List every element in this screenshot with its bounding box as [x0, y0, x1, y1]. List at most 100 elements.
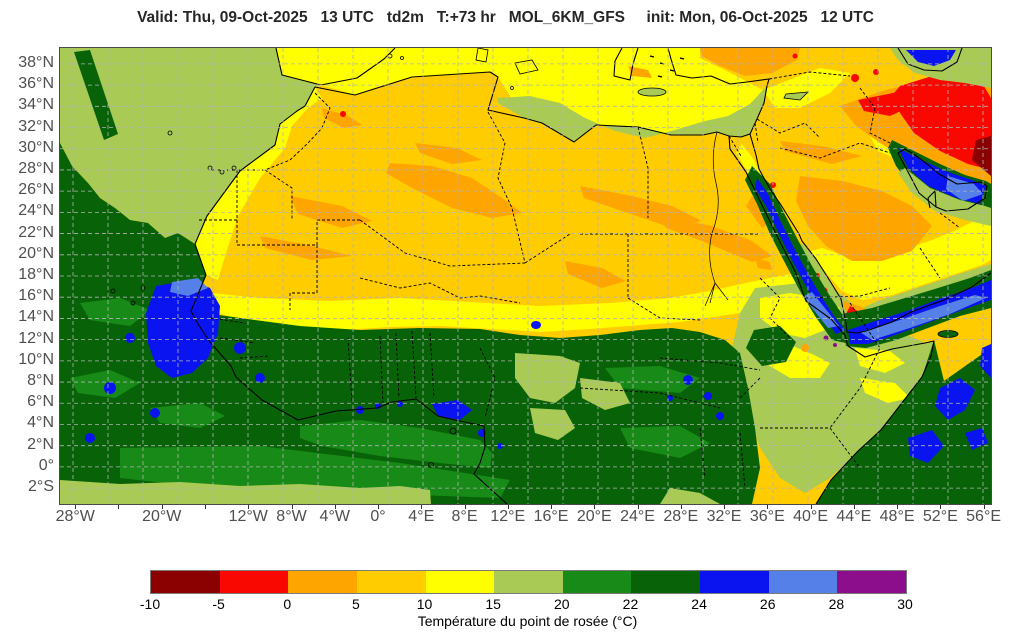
lat-label: 28°N	[18, 159, 54, 177]
colorbar-tick-label: 24	[691, 596, 707, 612]
lat-label: 20°N	[18, 244, 54, 262]
colorbar-caption: Température du point de rosée (°C)	[417, 613, 638, 629]
arabia-orange-core	[796, 176, 932, 261]
lon-label: 40°E	[793, 508, 828, 525]
lon-label: 12°E	[490, 508, 526, 525]
axis-tick	[594, 505, 596, 509]
colorbar-tick-label: 20	[554, 596, 570, 612]
niger-delta-blue	[432, 400, 472, 420]
axis-tick	[118, 505, 120, 509]
lat-label: 14°N	[18, 308, 54, 326]
colorbar-segment	[494, 571, 563, 593]
axis-tick	[680, 505, 682, 509]
atlantic-strip-darkgreen	[74, 50, 118, 140]
greece-coast	[613, 48, 639, 81]
lat-label: 18°N	[18, 266, 54, 283]
lat-label: 12°N	[18, 329, 54, 347]
colorbar-tick-label: 0	[283, 596, 292, 612]
colorbar-tick-label: -10	[139, 596, 161, 612]
axis-tick	[940, 505, 942, 509]
axis-tick	[551, 505, 553, 509]
lat-label: 34°N	[18, 96, 54, 114]
colorbar-tick-label: 28	[828, 596, 845, 612]
lat-label: 36°N	[18, 75, 54, 93]
colorbar-segment	[151, 571, 220, 593]
somalia-coast	[815, 334, 935, 504]
lat-label: 22°N	[18, 223, 54, 241]
axis-tick	[421, 505, 423, 509]
country-borders	[197, 71, 961, 489]
lon-label: 56°E	[966, 508, 1002, 525]
axis-tick	[637, 505, 639, 509]
lat-label: 30°N	[18, 138, 54, 156]
colorbar-tick-label: 15	[485, 596, 501, 612]
equatorial-olive-strip	[60, 480, 431, 504]
red-sea-blue	[755, 178, 845, 334]
red-sea-coast	[728, 133, 848, 336]
lat-label: 8°N	[27, 372, 54, 390]
lat-label: 2°N	[27, 435, 54, 453]
colorbar-tick-label: 10	[416, 596, 433, 612]
lat-label: 2°S	[28, 478, 54, 496]
axis-tick	[291, 505, 293, 509]
colorbar-tick-label: 5	[352, 596, 360, 612]
colorbar-segment	[356, 571, 426, 593]
colorbar-tick-label: 30	[897, 596, 913, 612]
malta	[510, 86, 514, 90]
senegal-offshore-blue	[146, 280, 220, 378]
lon-label: 48°E	[879, 508, 915, 525]
colorbar-tick-label: -5	[212, 596, 225, 612]
crete	[637, 87, 667, 97]
colorbar-segment	[288, 571, 357, 593]
cyprus	[783, 91, 810, 101]
lon-label: 0°	[370, 508, 386, 525]
ethiopian-highlands	[746, 326, 796, 366]
mediterranean-coastal-band	[497, 86, 767, 142]
indian-ocean-darkgreen	[816, 340, 991, 504]
plot-title: Valid: Thu, 09-Oct-2025 13 UTC td2m T:+7…	[137, 9, 874, 26]
colorbar-segment	[768, 571, 838, 593]
lon-label: 12°W	[228, 508, 268, 525]
atlantic-olive	[60, 48, 321, 244]
colorbar-segment	[837, 571, 907, 593]
colorbar-segment	[700, 571, 769, 593]
lon-label: 8°E	[451, 508, 478, 525]
axis-tick	[204, 505, 206, 509]
colorbar-tick-label: 26	[759, 596, 776, 612]
persian-gulf-coast	[897, 148, 988, 212]
lon-label: 16°E	[533, 508, 569, 525]
west-africa-land-darkgreen	[191, 311, 760, 504]
lat-label: 10°N	[18, 350, 54, 368]
axis-tick	[853, 505, 855, 509]
colorbar	[150, 570, 907, 594]
axis-tick	[810, 505, 812, 509]
lon-label: 32°E	[706, 508, 742, 525]
madeira	[167, 130, 173, 136]
lon-label: 4°E	[408, 508, 435, 525]
caspian-blue	[906, 50, 956, 66]
axis-tick	[724, 505, 726, 509]
sao-tome	[428, 462, 434, 468]
iberia-coast	[275, 48, 396, 86]
gulf-of-aden-cornflower	[860, 295, 986, 340]
gulf-south-coast-olive	[898, 168, 991, 226]
lon-label: 4°W	[319, 508, 350, 525]
lat-label: 16°N	[18, 287, 54, 305]
lat-label: 26°N	[18, 181, 54, 199]
axis-tick	[983, 505, 985, 509]
sardinia	[475, 48, 489, 63]
lat-label: 0°	[38, 456, 54, 474]
axis-tick	[464, 505, 466, 509]
lon-label: 24°E	[620, 508, 655, 525]
lon-label: 20°E	[576, 508, 612, 525]
lat-label: 38°N	[18, 53, 54, 71]
colorbar-segment	[562, 571, 632, 593]
axis-tick	[75, 505, 77, 509]
caspian-coast	[897, 48, 963, 72]
lon-label: 20°W	[142, 508, 182, 525]
colorbar-segment	[425, 571, 495, 593]
colorbar-tick-label: 22	[622, 596, 639, 612]
iran-dry-red	[894, 72, 991, 170]
axis-tick	[248, 505, 250, 509]
